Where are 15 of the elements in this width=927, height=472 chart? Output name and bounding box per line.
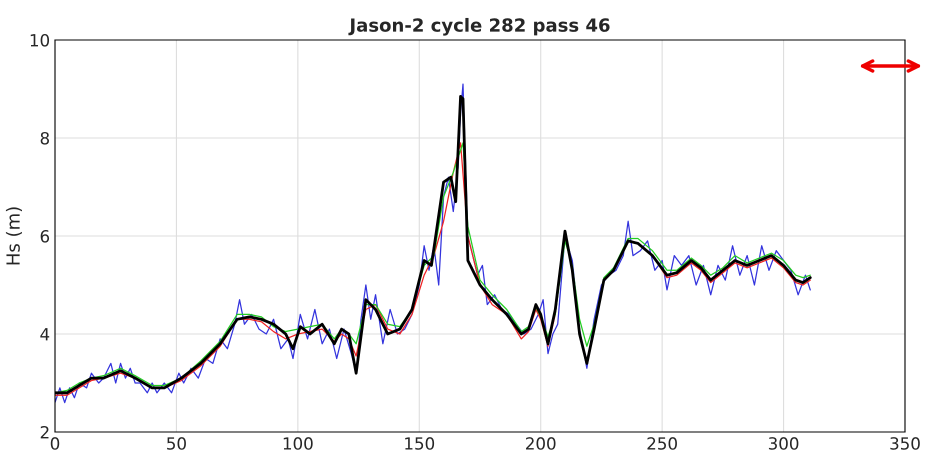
x-tick-label: 250	[647, 437, 677, 450]
y-axis-title: Hs (m)	[6, 207, 22, 264]
y-tick-label: 4	[40, 328, 50, 340]
x-tick-label: 200	[526, 437, 556, 450]
y-tick-label: 8	[40, 132, 49, 145]
y-tick-label: 10	[30, 34, 50, 47]
x-tick-label: 50	[167, 437, 186, 450]
x-tick-label: 300	[768, 437, 798, 450]
y-tick-label: 2	[40, 426, 48, 438]
y-tick-label: 6	[40, 230, 50, 243]
x-tick-label: 350	[890, 437, 920, 450]
x-tick-label: 150	[405, 437, 434, 450]
x-tick-label: 0	[50, 437, 60, 450]
chart-title: Jason-2 cycle 282 pass 46	[348, 18, 610, 36]
x-tick-label: 100	[284, 437, 313, 450]
